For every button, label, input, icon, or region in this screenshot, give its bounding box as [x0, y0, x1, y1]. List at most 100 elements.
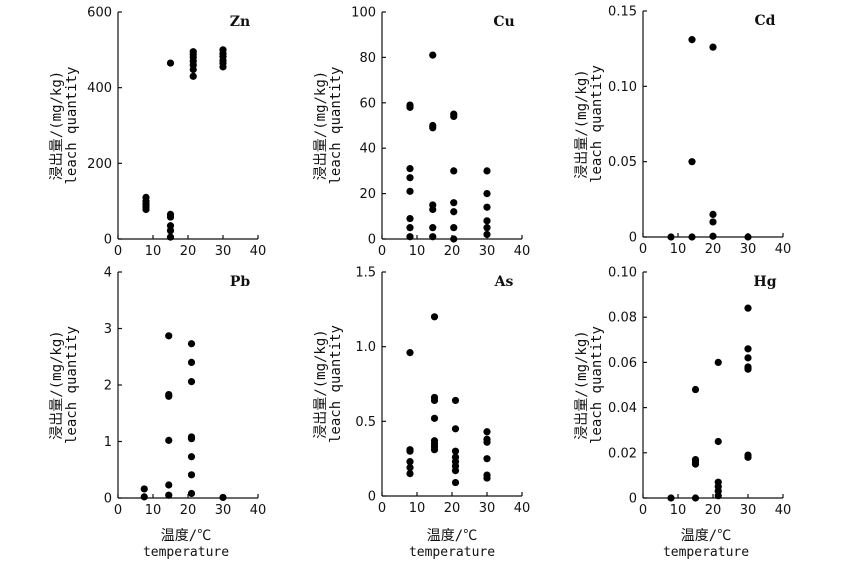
data-point: [166, 227, 175, 235]
data-point: [406, 224, 414, 232]
data-point: [187, 453, 196, 461]
data-point: [688, 233, 696, 241]
data-point: [166, 233, 175, 241]
data-point: [483, 167, 491, 175]
data-point: [483, 428, 491, 436]
data-point: [483, 474, 491, 482]
data-point: [483, 203, 491, 211]
x-tick-label: 40: [514, 244, 531, 259]
data-point: [166, 59, 175, 67]
data-point: [165, 392, 173, 400]
panel-cu: 0 20 40 60 80 100 0 10 20 30 40 Cu 浸出量/(mg/kg) leach …: [313, 6, 530, 260]
y-label-en: leach quantity: [589, 65, 605, 183]
y-tick-label: 0: [104, 233, 112, 248]
x-tick-label: 30: [215, 244, 232, 259]
y-tick-label: 1.0: [355, 340, 376, 355]
y-tick-label: 0.06: [608, 356, 637, 371]
x-tick-label: 30: [740, 242, 757, 257]
data-point: [430, 396, 439, 405]
data-point: [483, 224, 491, 232]
data-point: [667, 494, 675, 502]
data-point: [140, 493, 148, 501]
data-point: [451, 425, 460, 433]
y-tick-label: 100: [351, 6, 376, 21]
data-point: [691, 460, 700, 468]
data-point: [709, 232, 717, 240]
data-point: [430, 313, 439, 321]
y-tick-label: 0.10: [608, 266, 637, 281]
data-point: [406, 174, 414, 182]
x-tick-label: 40: [250, 244, 267, 259]
y-tick-label: 0: [368, 233, 376, 248]
x-tick-label: 10: [145, 244, 162, 259]
x-tick-label: 30: [215, 503, 232, 518]
panel-title: Zn: [230, 14, 250, 30]
data-point: [744, 365, 752, 373]
data-point: [450, 112, 458, 121]
data-point: [483, 190, 491, 198]
panel-as: 0 0.5 1.0 1.5 0 10 20 30 40 As 浸出量/(mg/kg) leach qu…: [313, 266, 530, 517]
y-tick-label: 0: [104, 492, 112, 507]
y-tick-label: 0: [629, 231, 637, 246]
panel-hg: 0 0.02 0.04 0.06 0.08 0.10 0 10 20 30 40 Hg 浸出量/(mg/…: [574, 266, 791, 519]
y-tick-label: 400: [87, 81, 112, 96]
y-label-cn: 浸出量/(mg/kg): [313, 329, 329, 438]
data-point: [430, 446, 439, 454]
data-point: [142, 205, 150, 214]
data-point: [406, 165, 414, 173]
data-point: [406, 447, 414, 455]
data-point: [187, 435, 196, 443]
data-point: [406, 464, 414, 472]
data-point: [406, 470, 414, 478]
y-label-cn: 浸出量/(mg/kg): [49, 71, 65, 180]
panel-title: Hg: [753, 274, 776, 290]
data-point: [429, 124, 437, 132]
y-tick-label: 200: [87, 157, 112, 172]
y-tick-label: 20: [359, 187, 376, 202]
x-tick-label: 40: [514, 501, 531, 516]
data-point: [429, 51, 437, 59]
panel-title: Cu: [493, 14, 514, 30]
y-label-en: leach quantity: [64, 326, 80, 444]
y-label-cn: 浸出量/(mg/kg): [49, 330, 65, 439]
data-point: [451, 478, 460, 487]
x-label-cn-col3: 温度/℃: [681, 528, 731, 544]
y-label-cn: 浸出量/(mg/kg): [574, 330, 590, 439]
data-point: [429, 233, 437, 241]
data-point: [744, 354, 752, 362]
data-point: [406, 349, 414, 357]
x-tick-label: 20: [705, 242, 722, 257]
data-point: [667, 233, 675, 241]
data-point: [451, 396, 460, 405]
data-point: [450, 208, 458, 216]
y-tick-label: 0.08: [608, 311, 637, 326]
x-tick-label: 0: [114, 503, 122, 518]
x-tick-label: 20: [180, 503, 197, 518]
data-point: [450, 167, 458, 175]
data-point: [406, 458, 414, 466]
y-tick-label: 0.04: [608, 401, 637, 416]
panel-title: Cd: [755, 13, 776, 29]
data-point: [165, 481, 173, 489]
y-label-en: leach quantity: [328, 66, 344, 184]
panel-title: As: [494, 274, 514, 290]
data-point: [691, 385, 700, 394]
data-point: [744, 345, 752, 353]
data-point: [166, 213, 175, 221]
y-label-en: leach quantity: [589, 326, 605, 444]
data-point: [691, 494, 700, 502]
x-tick-label: 20: [444, 244, 461, 259]
x-tick-label: 40: [775, 503, 792, 518]
y-label-en: leach quantity: [64, 66, 80, 184]
data-point: [140, 485, 148, 493]
data-point: [189, 72, 197, 80]
x-tick-label: 40: [775, 242, 792, 257]
data-point: [714, 492, 722, 500]
y-tick-label: 0: [629, 492, 637, 507]
data-point: [483, 438, 491, 446]
data-point: [406, 103, 414, 111]
data-point: [187, 358, 196, 366]
data-point: [450, 224, 458, 232]
data-point: [406, 187, 414, 195]
